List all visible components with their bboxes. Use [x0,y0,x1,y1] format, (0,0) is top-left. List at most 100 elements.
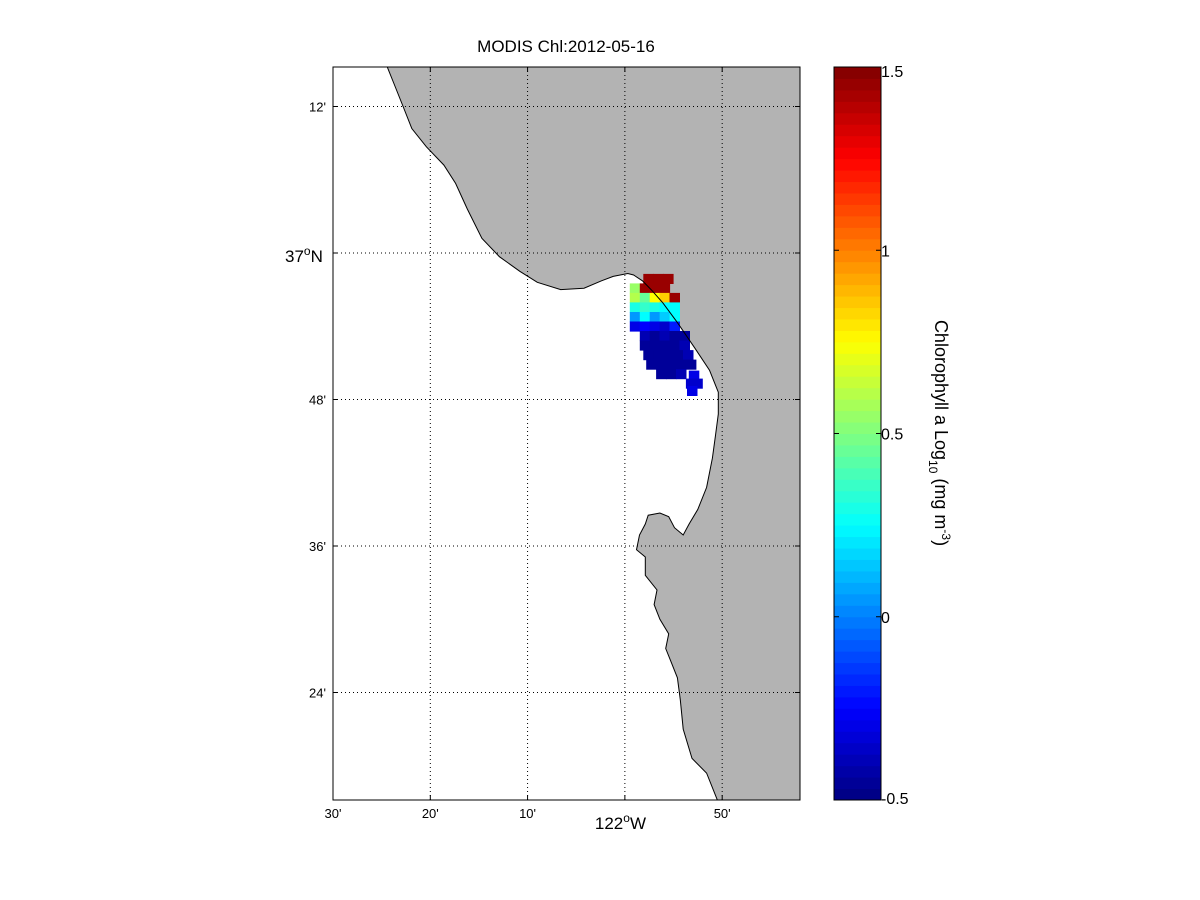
chlorophyll-cell [687,385,698,396]
y-tick-label: 36' [309,539,326,554]
figure-title: MODIS Chl:2012-05-16 [477,37,655,56]
chlorophyll-cell [656,369,667,380]
colorbar-swatch [834,181,881,194]
chlorophyll-cell [669,340,680,351]
chlorophyll-cell [685,359,697,370]
chlorophyll-cell [669,321,680,332]
colorbar-swatch [834,788,881,801]
colorbar-swatch [834,170,881,183]
colorbar-swatch [834,204,881,217]
colorbar-swatch [834,330,881,343]
chlorophyll-cell [649,340,661,351]
colorbar-swatch [834,261,881,274]
colorbar-swatch [834,433,881,446]
chlorophyll-cell [663,273,674,284]
chlorophyll-cell [639,340,651,351]
colorbar-swatch [834,467,881,480]
chlorophyll-cell [653,350,664,361]
colorbar-swatch [834,490,881,503]
colorbar-ticks: 1.5 1 0.5 0 -0.5 [834,64,909,808]
colorbar-swatch [834,318,881,331]
chlorophyll-cell [659,331,671,342]
colorbar-swatch [834,296,881,309]
y-tick-label: 48' [309,393,326,408]
colorbar-swatch [834,513,881,526]
chlorophyll-cell [629,302,641,313]
chlorophyll-cell [679,331,690,342]
colorbar-tick-label: 1 [881,243,890,260]
chlorophyll-cell [669,302,680,313]
chlorophyll-cell [659,283,671,294]
colorbar-swatch [834,78,881,91]
colorbar-tick-label: -0.5 [881,791,909,808]
chlorophyll-cell [659,302,671,313]
colorbar-swatch [834,364,881,377]
chlorophyll-cell [649,292,661,303]
chlorophyll-cell [676,369,687,380]
colorbar-swatch [834,192,881,205]
x-tick-label: 10' [519,806,536,821]
colorbar-swatch [834,410,881,423]
chlorophyll-cell [653,273,664,284]
colorbar-tick-label: 0.5 [881,427,903,444]
colorbar-swatch [834,101,881,114]
colorbar-swatch [834,238,881,251]
x-tick-label: 20' [422,806,439,821]
colorbar-label: Chlorophyll a Log10 (mg m-3) [926,320,953,546]
colorbar-swatch [834,215,881,228]
colorbar-swatch [834,67,881,79]
chlorophyll-cell [676,359,687,370]
chlorophyll-cell [673,350,684,361]
colorbar-swatch [834,227,881,240]
colorbar-swatch [834,307,881,320]
chlorophyll-cell [659,321,671,332]
chlorophyll-cell [629,321,641,332]
colorbar-swatch [834,112,881,125]
colorbar-swatch [834,593,881,606]
coastline [386,67,719,800]
colorbar-swatch [834,273,881,286]
chlorophyll-cell [646,359,657,370]
colorbar-swatch [834,479,881,492]
chlorophyll-cell [666,369,677,380]
colorbar-swatch [834,605,881,618]
colorbar-swatch [834,353,881,366]
x-tick-label-major: 122oW [595,811,646,833]
colorbar-swatch [834,651,881,664]
colorbar-swatch [834,341,881,354]
colorbar-swatch [834,582,881,595]
colorbar-swatch [834,731,881,744]
chlorophyll-cell [656,359,667,370]
chlorophyll-cell [649,321,661,332]
map-frame [332,66,801,801]
colorbar-swatch [834,696,881,709]
chlorophyll-cell [639,292,651,303]
y-tick-label: 24' [309,686,326,701]
colorbar-swatch [834,708,881,721]
chlorophyll-cell [639,283,651,294]
colorbar-swatch [834,765,881,778]
chlorophyll-cell [629,292,641,303]
colorbar-swatch [834,525,881,538]
colorbar-swatch [834,422,881,434]
colorbar-swatch [834,456,881,469]
map-ticks: 30' 20' 10' 122oW 50' 12' 37oN 48' 36' 24' [285,67,800,833]
chlorophyll-cell [643,350,654,361]
colorbar-swatch [834,135,881,148]
map-axes: 30' 20' 10' 122oW 50' 12' 37oN 48' 36' 24' [285,66,801,833]
colorbar-swatch [834,662,881,675]
colorbar-swatches [834,67,881,801]
colorbar-swatch [834,616,881,629]
colorbar-swatch [834,719,881,732]
colorbar-swatch [834,628,881,641]
chlorophyll-cell [685,378,697,389]
colorbar-swatch [834,387,881,400]
y-tick-label: 12' [309,100,326,115]
chlorophyll-cell [629,283,641,294]
chlorophyll-cell [649,283,661,294]
colorbar-swatch [834,376,881,389]
colorbar-swatch [834,559,881,572]
colorbar-swatch [834,639,881,652]
colorbar-swatch [834,158,881,171]
chlorophyll-cell [659,312,671,323]
